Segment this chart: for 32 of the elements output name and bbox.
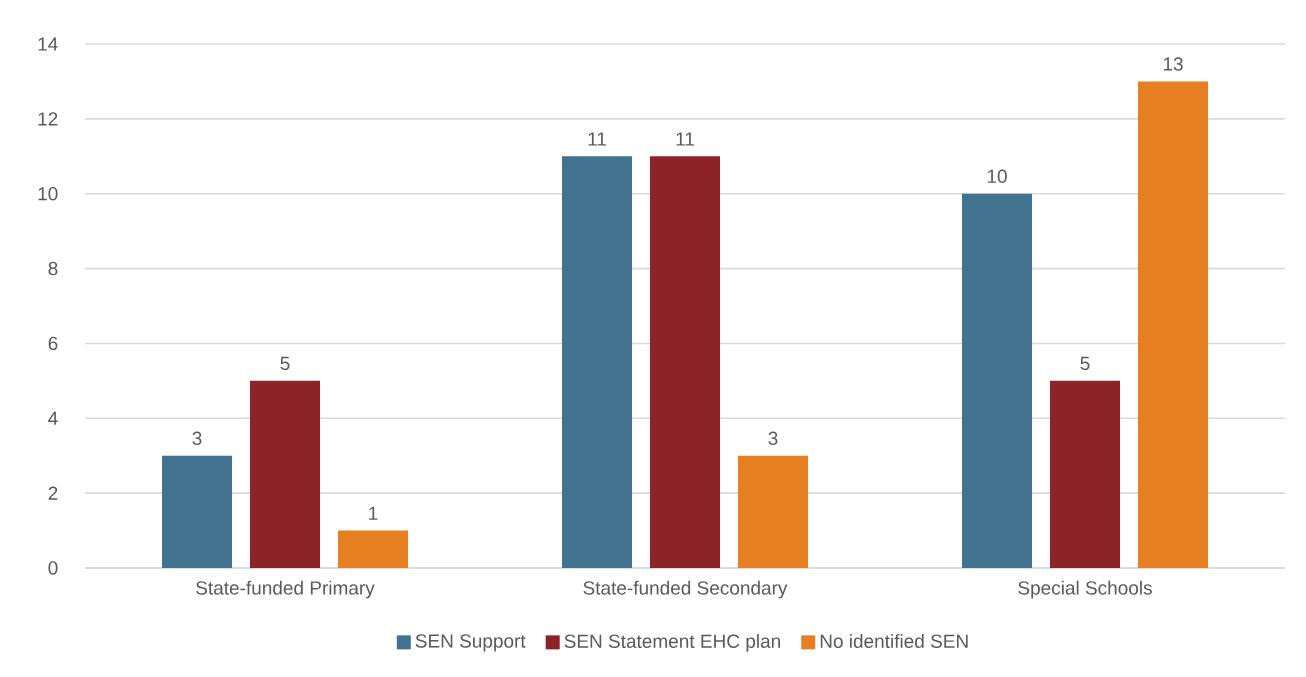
data-label: 11 xyxy=(588,132,606,146)
x-tick-label: State-funded Secondary xyxy=(583,580,788,599)
bar xyxy=(338,530,408,568)
bar xyxy=(738,455,809,568)
y-tick-label: 8 xyxy=(48,261,58,276)
data-label: 10 xyxy=(987,169,1007,183)
y-tick-label: 0 xyxy=(48,561,58,575)
x-tick-label: Special Schools xyxy=(1018,580,1152,599)
y-tick-label: 14 xyxy=(38,37,58,51)
y-tick-label: 12 xyxy=(38,112,58,126)
data-label: 5 xyxy=(280,356,290,371)
legend-label: SEN Statement EHC plan xyxy=(564,634,780,652)
data-label: 3 xyxy=(192,431,202,445)
bar xyxy=(562,156,633,568)
legend-label: No identified SEN xyxy=(820,634,968,648)
y-tick-label: 10 xyxy=(38,186,58,201)
bar xyxy=(650,156,721,568)
bar xyxy=(162,455,233,568)
data-label: 5 xyxy=(1080,356,1090,371)
data-label: 1 xyxy=(369,506,378,520)
data-label: 13 xyxy=(1163,57,1183,71)
x-tick-label: State-funded Primary xyxy=(196,580,375,599)
y-tick-label: 6 xyxy=(48,336,58,351)
y-tick-label: 4 xyxy=(48,411,58,425)
bar xyxy=(962,193,1033,568)
bar xyxy=(1050,380,1121,568)
legend-label: SEN Support xyxy=(415,634,526,652)
y-tick-label: 2 xyxy=(48,486,58,500)
bar xyxy=(1138,81,1209,568)
bar xyxy=(250,380,321,568)
data-label: 3 xyxy=(768,431,778,445)
data-label: 11 xyxy=(676,132,694,146)
